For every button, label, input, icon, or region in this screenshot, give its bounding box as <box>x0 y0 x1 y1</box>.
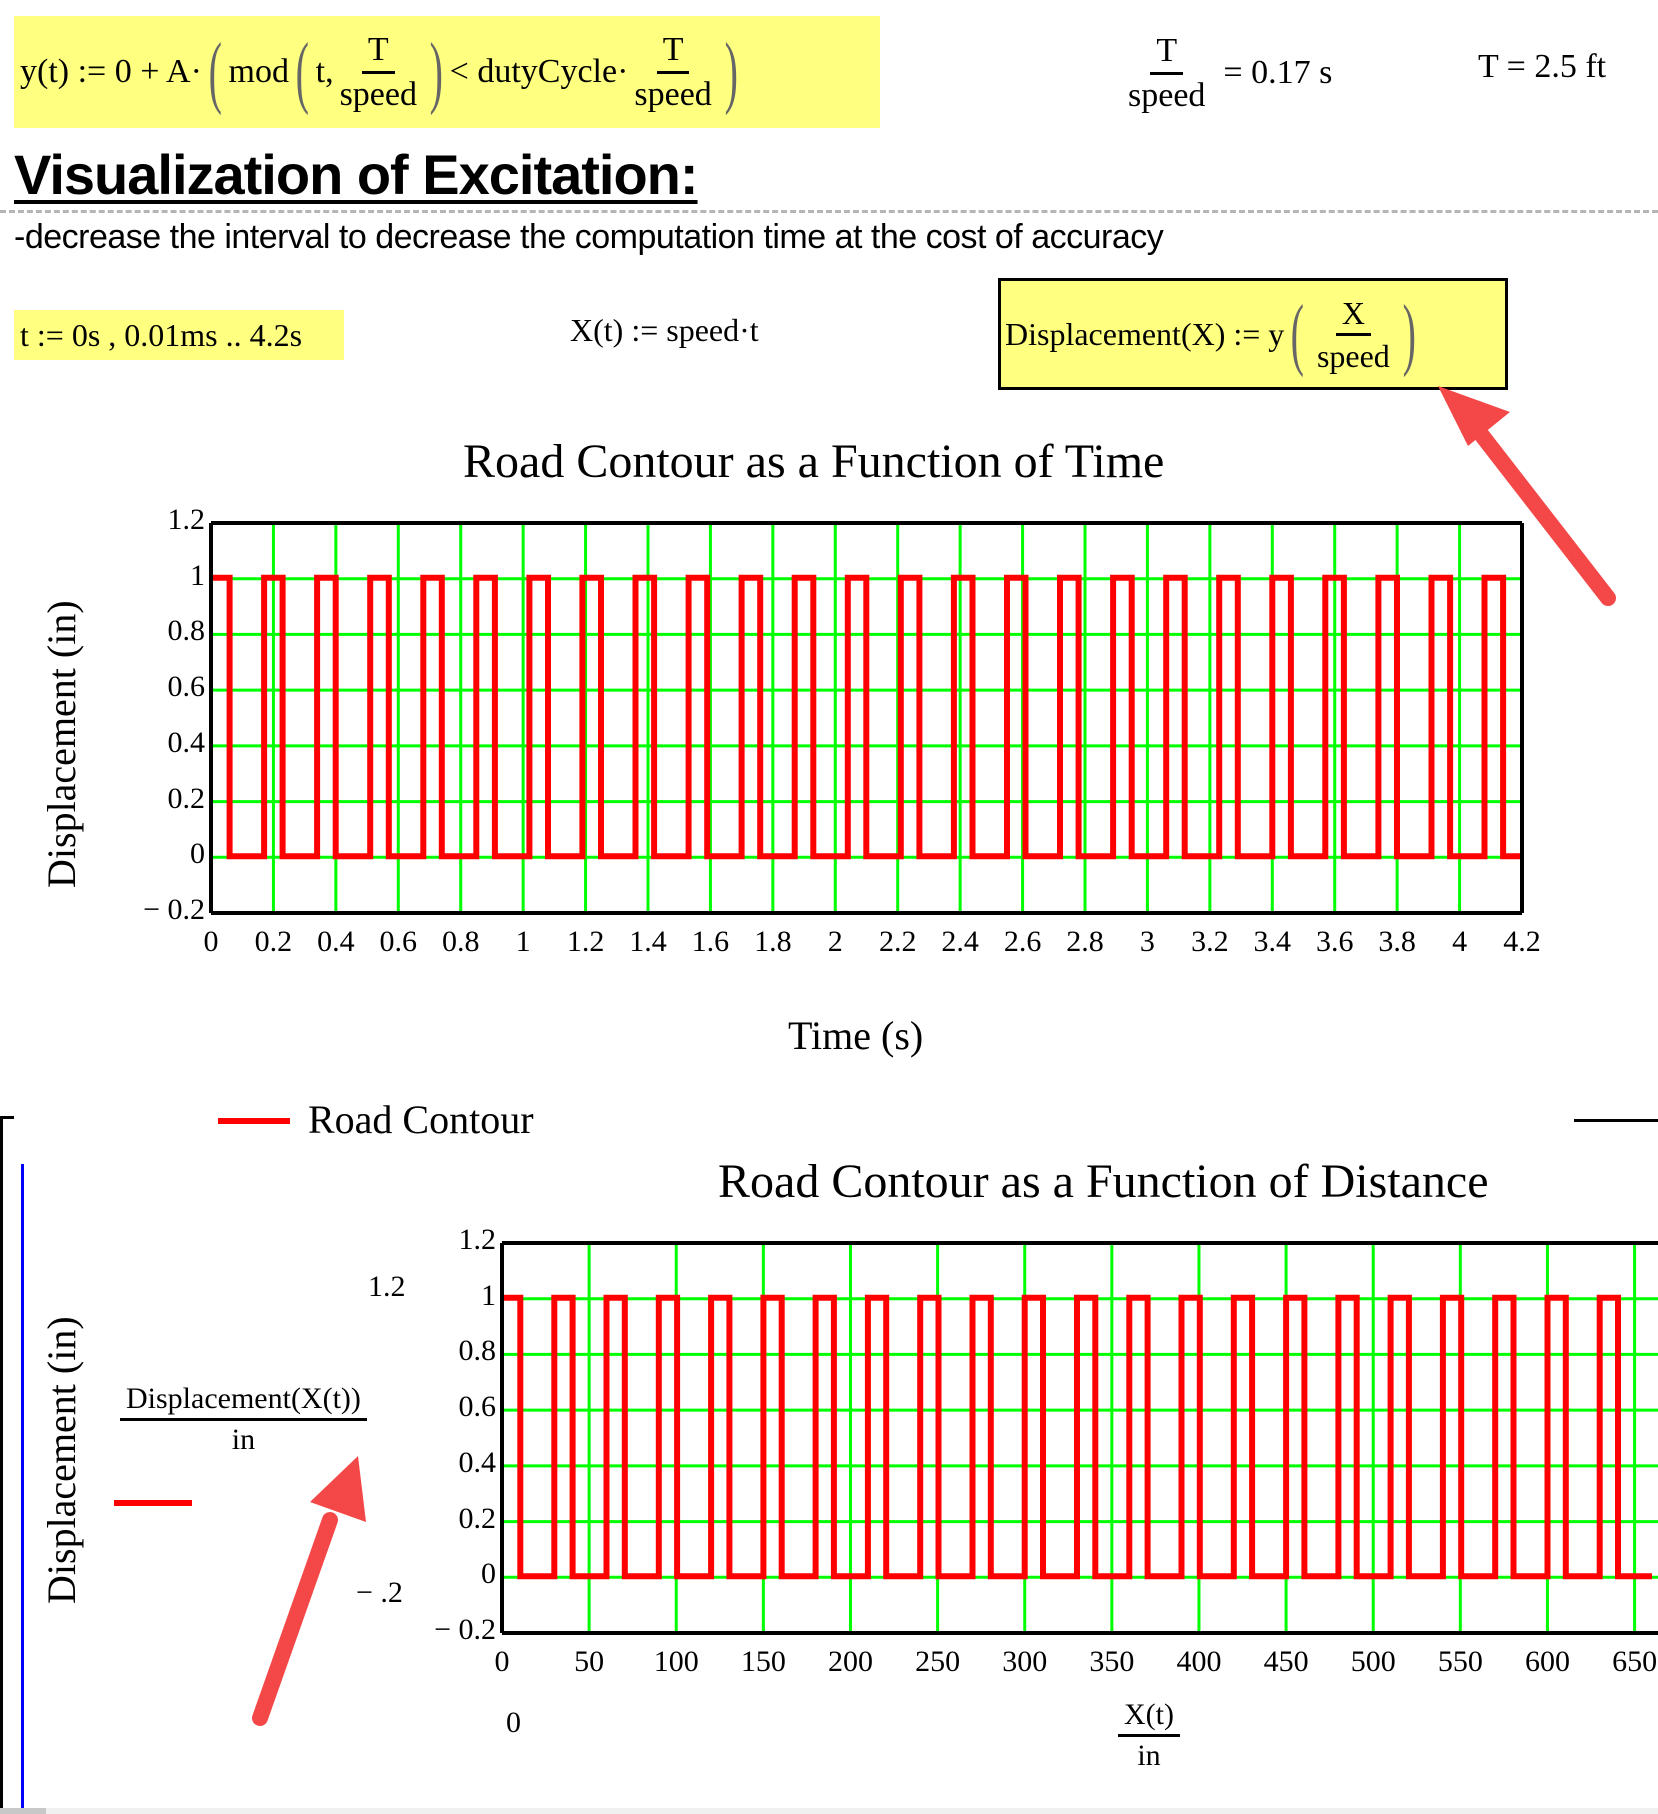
period-result: = 0.17 s <box>1223 54 1333 91</box>
y-definition[interactable]: y(t) := 0 + A· ( mod ( t, T speed ) < du… <box>14 16 880 128</box>
y-tick-label: 0.4 <box>167 725 206 759</box>
x-tick-label: 150 <box>740 1645 786 1678</box>
fraction-T-speed-eval: T speed <box>1128 31 1206 114</box>
y-tick-label: 1 <box>481 1278 496 1312</box>
y-tick-label: 0.2 <box>458 1501 497 1535</box>
fraction-T-speed: T speed <box>339 30 417 113</box>
chart2-title: Road Contour as a Function of Distance <box>718 1155 1489 1208</box>
region-divider <box>0 210 1658 213</box>
chart2-trace-swatch <box>114 1500 192 1506</box>
x-tick-label: 2.4 <box>941 925 979 958</box>
y-tick-label: 0.8 <box>458 1334 497 1368</box>
y-tick-label: 0.4 <box>458 1445 497 1479</box>
displacement-lhs: Displacement(X) := y <box>1005 315 1285 352</box>
y-tick-label: 1 <box>190 558 205 592</box>
x-tick-label: 2.6 <box>1003 925 1042 958</box>
paren-close-icon: ) <box>429 28 443 116</box>
x-tick-label: 450 <box>1263 1645 1309 1678</box>
paren-open-icon: ( <box>208 28 222 116</box>
x-tick-label: 50 <box>574 1645 605 1678</box>
legend-label: Road Contour <box>308 1097 534 1142</box>
x-tick-label: 600 <box>1524 1645 1570 1678</box>
region-bracket-left <box>0 1116 14 1814</box>
x-tick-label: 1.8 <box>754 925 792 958</box>
y-tick-label: − 0.2 <box>143 893 205 926</box>
y-tick-label: 1.2 <box>458 1223 497 1256</box>
x-tick-label: 250 <box>915 1645 961 1678</box>
scrollbar-thumb[interactable] <box>0 1808 46 1814</box>
T-evaluation[interactable]: T = 2.5 ft <box>1478 48 1607 85</box>
displacement-definition[interactable]: Displacement(X) := y ( X speed ) <box>998 278 1508 390</box>
x-tick-label: 1 <box>515 925 531 958</box>
chart2-y-limit-bottom[interactable]: − .2 <box>356 1576 403 1609</box>
x-tick-label: 3.6 <box>1315 925 1354 958</box>
region-bracket-right <box>1574 1119 1658 1122</box>
paren-open-icon: ( <box>295 28 309 116</box>
x-tick-label: 2.2 <box>878 925 917 958</box>
x-tick-label: 2 <box>827 925 843 958</box>
x-tick-label: 2.8 <box>1066 925 1104 958</box>
y-tick-label: − 0.2 <box>434 1613 496 1646</box>
paren-close-icon: ) <box>724 28 738 116</box>
fraction-X-speed: X speed <box>1316 294 1390 374</box>
paren-close-icon: ) <box>1402 290 1416 378</box>
lt-duty: < dutyCycle· <box>449 53 629 90</box>
y-tick-label: 0 <box>481 1557 496 1591</box>
x-tick-label: 3 <box>1139 925 1155 958</box>
legend-swatch <box>218 1118 290 1124</box>
mod-label: mod <box>228 53 289 90</box>
x-tick-label: 650 <box>1612 1645 1658 1678</box>
chart1-title: Road Contour as a Function of Time <box>463 435 1165 488</box>
period-evaluation[interactable]: T speed = 0.17 s <box>1122 18 1332 128</box>
y-tick-label: 0.2 <box>167 781 206 815</box>
chart2-x-expression[interactable]: X(t) in <box>1118 1700 1180 1771</box>
y-tick-label: 1.2 <box>167 503 206 536</box>
x-tick-label: 400 <box>1176 1645 1222 1678</box>
y-tick-label: 0.8 <box>167 614 206 648</box>
x-tick-label: 200 <box>827 1645 873 1678</box>
x-tick-label: 100 <box>653 1645 699 1678</box>
section-note[interactable]: -decrease the interval to decrease the c… <box>14 218 1164 256</box>
x-tick-label: 550 <box>1437 1645 1483 1678</box>
X-definition[interactable]: X(t) := speed·t <box>570 312 759 348</box>
chart1-plot[interactable] <box>209 521 1524 915</box>
horizontal-scrollbar[interactable] <box>0 1808 1658 1814</box>
chart2-y-expression[interactable]: Displacement(X(t)) in <box>120 1384 367 1455</box>
region-bar-blue <box>21 1164 24 1814</box>
x-tick-label: 0 <box>203 925 219 958</box>
chart2-plot[interactable] <box>500 1241 1658 1635</box>
chart1-x-axis-label: Time (s) <box>788 1013 924 1058</box>
x-tick-label: 0.2 <box>254 925 293 958</box>
chart2-y-limit-top[interactable]: 1.2 <box>368 1270 406 1303</box>
x-tick-label: 1.2 <box>566 925 605 958</box>
x-tick-label: 3.4 <box>1253 925 1292 958</box>
t-range-definition[interactable]: t := 0s , 0.01ms .. 4.2s <box>14 310 344 360</box>
x-tick-label: 3.2 <box>1191 925 1229 958</box>
x-tick-label: 3.8 <box>1378 925 1416 958</box>
mod-arg1: t, <box>315 53 334 90</box>
x-tick-label: 1.4 <box>629 925 667 958</box>
x-tick-label: 4.2 <box>1503 925 1541 958</box>
x-tick-label: 300 <box>1002 1645 1048 1678</box>
x-tick-label: 0.6 <box>379 925 418 958</box>
y-tick-label: 0 <box>190 837 205 871</box>
x-tick-label: 4 <box>1452 925 1468 958</box>
x-tick-label: 0.4 <box>317 925 355 958</box>
x-tick-label: 350 <box>1089 1645 1135 1678</box>
y-lhs: y(t) := 0 + A· <box>20 53 202 90</box>
paren-open-icon: ( <box>1290 290 1305 378</box>
x-tick-label: 500 <box>1350 1645 1396 1678</box>
fraction-T-speed-2: T speed <box>634 30 712 113</box>
y-tick-label: 0.6 <box>458 1390 497 1424</box>
y-tick-label: 0.6 <box>167 670 206 704</box>
x-tick-label: 1.6 <box>691 925 730 958</box>
section-heading: Visualization of Excitation: <box>14 143 699 206</box>
x-tick-label: 0.8 <box>441 925 480 958</box>
chart2-x-limit-left[interactable]: 0 <box>506 1706 521 1739</box>
x-tick-label: 0 <box>494 1645 510 1678</box>
